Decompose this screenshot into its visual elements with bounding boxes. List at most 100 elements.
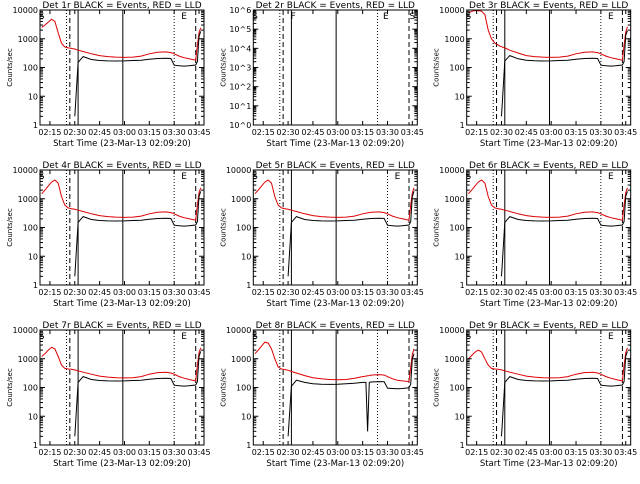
y-tick-label: 1000 — [231, 355, 251, 364]
x-axis-label: Start Time (23-Mar-13 02:09:20) — [480, 459, 618, 469]
x-tick-label: 02:30 — [277, 128, 300, 137]
plot-frame — [466, 9, 632, 126]
x-tick-label: 02:15 — [465, 288, 488, 297]
plot-area — [41, 330, 202, 445]
chart-title: Det 1r BLACK = Events, RED = LLD — [42, 1, 201, 11]
series-line-events — [501, 30, 628, 117]
series-line-lld — [41, 179, 202, 221]
event-label: E — [608, 332, 614, 342]
x-axis-label: Start Time (23-Mar-13 02:09:20) — [266, 139, 404, 149]
x-tick-label: 03:30 — [589, 128, 612, 137]
x-tick-label: 03:00 — [540, 128, 563, 137]
y-tick-label: 100 — [449, 384, 464, 393]
series-line-events — [74, 351, 202, 437]
x-tick-label: 03:00 — [326, 288, 349, 297]
y-tick-label: 100 — [23, 224, 38, 233]
x-tick-label: 03:30 — [376, 448, 399, 457]
y-axis-label: Counts/sec — [219, 368, 227, 407]
x-tick-label: 03:45 — [614, 128, 637, 137]
plot-frame — [39, 169, 205, 286]
x-tick-label: 03:00 — [113, 128, 136, 137]
y-tick-label: 1000 — [18, 35, 38, 44]
series-line-events — [74, 31, 202, 117]
x-tick-label: 02:30 — [277, 448, 300, 457]
event-label: E — [181, 332, 187, 342]
x-tick-label: 03:00 — [113, 448, 136, 457]
y-axis-label: Counts/sec — [433, 48, 441, 87]
event-label: S — [252, 332, 258, 342]
y-axis-label: Counts/sec — [219, 208, 227, 247]
x-tick-label: 03:45 — [401, 288, 424, 297]
x-tick-label: 03:15 — [351, 448, 374, 457]
y-tick-label: 1000 — [444, 355, 464, 364]
y-axis-label: Counts/sec — [433, 208, 441, 247]
series-line-events — [501, 351, 628, 437]
x-tick-label: 02:30 — [63, 288, 86, 297]
y-tick-label: 10^6 — [229, 6, 251, 15]
y-tick-label: 1000 — [231, 195, 251, 204]
y-tick-label: 10^1 — [229, 102, 251, 111]
event-label: S — [465, 172, 471, 182]
x-tick-label: 02:15 — [252, 128, 275, 137]
series-line-lld — [468, 347, 628, 382]
x-tick-label: 02:15 — [38, 288, 61, 297]
y-axis-label: Counts/sec — [6, 48, 14, 87]
y-tick-label: 100 — [449, 64, 464, 73]
y-tick-label: 1 — [33, 281, 38, 290]
y-tick-label: 10 — [28, 92, 38, 101]
series-line-lld — [468, 179, 628, 221]
event-label: E — [383, 12, 389, 22]
x-tick-label: 02:45 — [515, 448, 538, 457]
event-label: S — [39, 332, 45, 342]
y-tick-label: 10^3 — [229, 64, 251, 73]
x-tick-label: 03:00 — [326, 448, 349, 457]
event-label: E — [608, 172, 614, 182]
chart-title: Det 3r BLACK = Events, RED = LLD — [469, 1, 628, 11]
y-tick-label: 1 — [460, 441, 465, 450]
x-tick-label: 03:00 — [326, 128, 349, 137]
plot-frame — [39, 329, 205, 446]
y-tick-label: 1 — [460, 121, 465, 130]
x-tick-label: 03:15 — [138, 288, 161, 297]
x-tick-label: 02:30 — [490, 288, 513, 297]
chart-title: Det 9r BLACK = Events, RED = LLD — [469, 321, 628, 331]
y-axis-label: Counts/sec — [6, 208, 14, 247]
plot-area — [468, 170, 628, 285]
x-tick-label: 03:30 — [163, 448, 186, 457]
x-tick-label: 03:30 — [589, 448, 612, 457]
y-tick-label: 10 — [455, 252, 465, 261]
x-axis-label: Start Time (23-Mar-13 02:09:20) — [480, 139, 618, 149]
y-axis-label: Counts/sec — [433, 368, 441, 407]
chart-title: Det 6r BLACK = Events, RED = LLD — [469, 161, 628, 171]
y-tick-label: 1 — [246, 441, 251, 450]
plot-frame — [39, 9, 205, 126]
plot-frame — [252, 9, 418, 126]
y-tick-label: 10000 — [13, 326, 38, 335]
event-label: S — [252, 12, 258, 22]
x-tick-label: 03:15 — [138, 128, 161, 137]
x-axis-label: Start Time (23-Mar-13 02:09:20) — [480, 299, 618, 309]
x-tick-label: 03:15 — [565, 128, 588, 137]
x-axis-label: Start Time (23-Mar-13 02:09:20) — [266, 299, 404, 309]
y-tick-label: 100 — [23, 384, 38, 393]
x-axis-label: Start Time (23-Mar-13 02:09:20) — [53, 459, 191, 469]
y-tick-label: 10 — [28, 412, 38, 421]
y-tick-label: 10000 — [226, 326, 251, 335]
chart-title: Det 7r BLACK = Events, RED = LLD — [42, 321, 201, 331]
y-tick-label: 10000 — [13, 6, 38, 15]
series-line-lld — [41, 18, 202, 61]
y-tick-label: 10^5 — [229, 25, 251, 34]
series-line-events — [74, 191, 202, 277]
event-label: S — [409, 12, 415, 22]
x-axis-label: Start Time (23-Mar-13 02:09:20) — [266, 459, 404, 469]
x-tick-label: 03:45 — [187, 448, 210, 457]
y-tick-label: 100 — [23, 64, 38, 73]
x-tick-label: 02:30 — [490, 128, 513, 137]
series-line-events — [287, 353, 415, 437]
x-tick-label: 03:30 — [589, 288, 612, 297]
